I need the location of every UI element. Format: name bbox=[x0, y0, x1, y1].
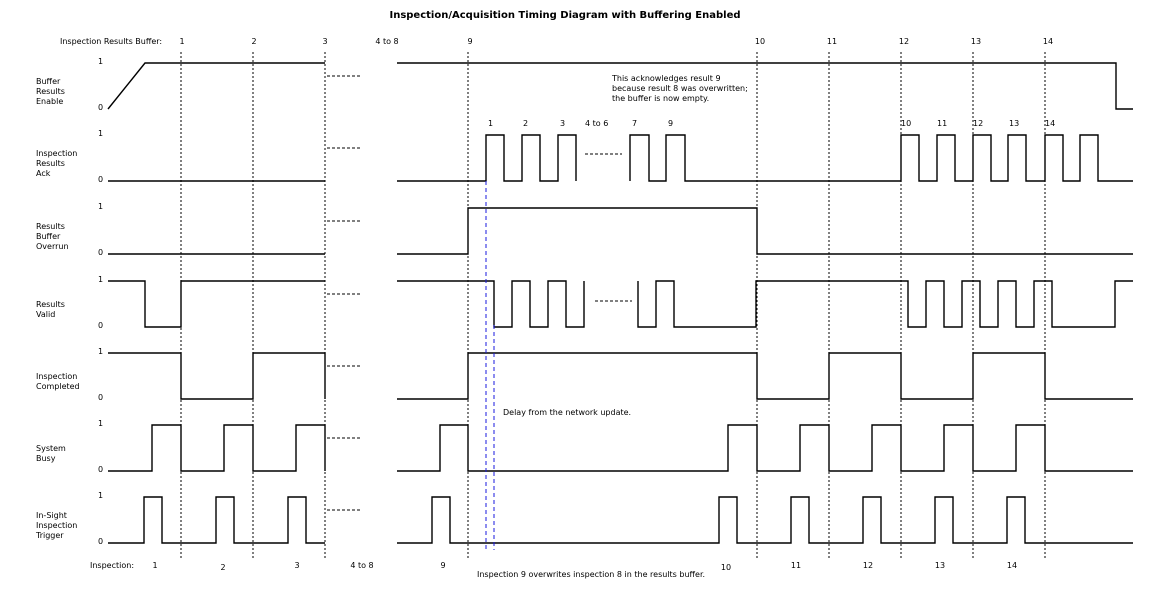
diagram-title: Inspection/Acquisition Timing Diagram wi… bbox=[389, 10, 740, 21]
level-low-label: 0 bbox=[98, 321, 103, 330]
results-valid-waveform bbox=[637, 280, 1133, 328]
signal-name: Valid bbox=[36, 310, 55, 319]
signal-name: Inspection bbox=[36, 521, 77, 530]
ack-pulse-label: 9 bbox=[668, 119, 673, 128]
ack-pulse-label: 11 bbox=[937, 119, 947, 128]
level-high-label: 1 bbox=[98, 491, 103, 500]
inspection-label: Inspection: bbox=[90, 561, 134, 570]
inspection-marker: 10 bbox=[721, 563, 731, 572]
inspection-marker: 4 to 8 bbox=[350, 561, 373, 570]
level-low-label: 0 bbox=[98, 248, 103, 257]
ack-pulse-label: 4 to 6 bbox=[585, 119, 608, 128]
inspection-marker: 11 bbox=[791, 561, 801, 570]
inspection-completed-waveform bbox=[397, 352, 1133, 400]
inspection-results-ack-waveform bbox=[629, 134, 1133, 182]
signal-name: Enable bbox=[36, 97, 63, 106]
level-high-label: 1 bbox=[98, 347, 103, 356]
buffer-marker: 9 bbox=[467, 37, 472, 46]
buffer-marker: 11 bbox=[827, 37, 837, 46]
signal-name: Busy bbox=[36, 454, 56, 463]
buffer-marker: 10 bbox=[755, 37, 765, 46]
results-buffer-overrun-waveform bbox=[397, 207, 1133, 255]
trigger-waveform bbox=[397, 496, 1133, 544]
level-low-label: 0 bbox=[98, 393, 103, 402]
buffer-marker: 13 bbox=[971, 37, 981, 46]
inspection-marker: 9 bbox=[440, 561, 445, 570]
signal-name: Results bbox=[36, 87, 65, 96]
level-low-label: 0 bbox=[98, 465, 103, 474]
results-valid-waveform bbox=[108, 280, 325, 328]
level-high-label: 1 bbox=[98, 275, 103, 284]
level-low-label: 0 bbox=[98, 103, 103, 112]
signal-name: Results bbox=[36, 159, 65, 168]
ack-pulse-label: 14 bbox=[1045, 119, 1055, 128]
level-low-label: 0 bbox=[98, 537, 103, 546]
system-busy-waveform bbox=[397, 424, 1133, 472]
ack-note: because result 8 was overwritten; bbox=[612, 84, 748, 93]
inspection-results-ack-waveform bbox=[397, 134, 577, 182]
inspection-marker: 13 bbox=[935, 561, 945, 570]
signal-name: Trigger bbox=[35, 531, 64, 540]
ack-pulse-label: 13 bbox=[1009, 119, 1019, 128]
buffer-label: Inspection Results Buffer: bbox=[60, 37, 162, 46]
ack-pulse-label: 7 bbox=[632, 119, 637, 128]
signal-name: Completed bbox=[36, 382, 80, 391]
buffer-results-enable-waveform bbox=[397, 62, 1133, 110]
signal-name: Overrun bbox=[36, 242, 69, 251]
buffer-marker: 1 bbox=[179, 37, 184, 46]
results-valid-waveform bbox=[397, 280, 585, 328]
buffer-marker: 2 bbox=[251, 37, 256, 46]
signal-name: Results bbox=[36, 300, 65, 309]
inspection-marker: 1 bbox=[152, 561, 157, 570]
ack-note: the buffer is now empty. bbox=[612, 94, 709, 103]
signal-name: Buffer bbox=[36, 77, 61, 86]
level-high-label: 1 bbox=[98, 202, 103, 211]
level-low-label: 0 bbox=[98, 175, 103, 184]
overwrite-note: Inspection 9 overwrites inspection 8 in … bbox=[477, 570, 705, 579]
signal-name: Inspection bbox=[36, 372, 77, 381]
signal-name: In-Sight bbox=[36, 511, 67, 520]
level-high-label: 1 bbox=[98, 419, 103, 428]
signal-name: Ack bbox=[36, 169, 51, 178]
ack-pulse-label: 1 bbox=[488, 119, 493, 128]
signal-name: Results bbox=[36, 222, 65, 231]
inspection-marker: 2 bbox=[220, 563, 225, 572]
buffer-marker: 3 bbox=[322, 37, 327, 46]
system-busy-waveform bbox=[108, 424, 326, 472]
buffer-marker: 12 bbox=[899, 37, 909, 46]
ack-note: This acknowledges result 9 bbox=[611, 74, 721, 83]
buffer-marker: 14 bbox=[1043, 37, 1053, 46]
ack-pulse-label: 10 bbox=[901, 119, 911, 128]
signal-name: Inspection bbox=[36, 149, 77, 158]
signal-name: Buffer bbox=[36, 232, 61, 241]
inspection-marker: 14 bbox=[1007, 561, 1017, 570]
ack-pulse-label: 12 bbox=[973, 119, 983, 128]
inspection-marker: 3 bbox=[294, 561, 299, 570]
inspection-marker: 12 bbox=[863, 561, 873, 570]
signal-name: System bbox=[36, 444, 66, 453]
ack-pulse-label: 2 bbox=[523, 119, 528, 128]
buffer-marker: 4 to 8 bbox=[375, 37, 398, 46]
buffer-results-enable-waveform bbox=[107, 62, 325, 110]
level-high-label: 1 bbox=[98, 57, 103, 66]
delay-note: Delay from the network update. bbox=[503, 408, 631, 417]
inspection-completed-waveform bbox=[108, 352, 326, 400]
trigger-waveform bbox=[108, 496, 325, 544]
ack-pulse-label: 3 bbox=[560, 119, 565, 128]
level-high-label: 1 bbox=[98, 129, 103, 138]
